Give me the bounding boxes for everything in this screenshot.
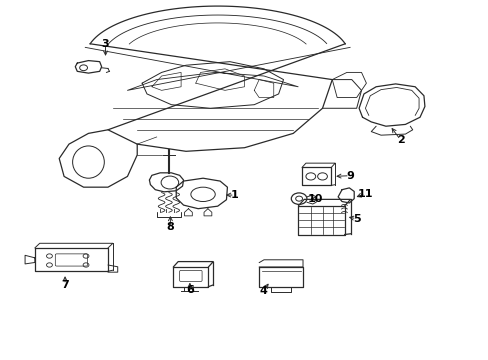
Text: 6: 6 — [185, 285, 193, 296]
Text: 4: 4 — [259, 286, 266, 296]
Text: 11: 11 — [357, 189, 372, 199]
Text: 10: 10 — [307, 194, 322, 204]
Text: 7: 7 — [61, 280, 69, 290]
Text: 8: 8 — [166, 222, 174, 232]
Text: 5: 5 — [352, 214, 360, 224]
Text: 9: 9 — [345, 171, 353, 181]
Text: 2: 2 — [396, 135, 404, 145]
Text: 3: 3 — [102, 40, 109, 49]
Text: 1: 1 — [230, 190, 238, 200]
